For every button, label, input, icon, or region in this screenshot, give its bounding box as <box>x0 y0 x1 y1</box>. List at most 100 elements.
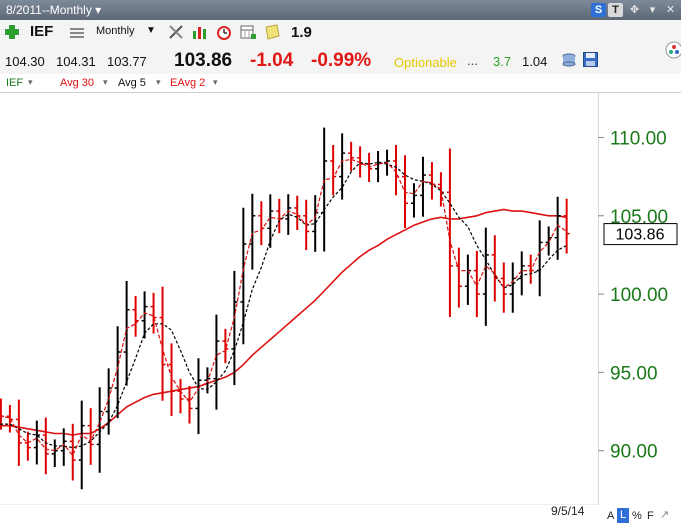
open-price: 104.30 <box>5 54 45 69</box>
price-bars <box>0 127 570 490</box>
legend-eavg2-dropdown-icon[interactable]: ▾ <box>213 77 218 87</box>
period-dropdown-icon[interactable]: ▼ <box>146 25 156 36</box>
optionable-label[interactable]: Optionable <box>394 55 457 70</box>
legend-avg30[interactable]: Avg 30 <box>60 77 95 89</box>
window-title[interactable]: 8/2011--Monthly ▾ <box>6 3 102 17</box>
price-bar <box>285 194 292 235</box>
price-bar <box>428 162 435 200</box>
price-bar <box>168 343 175 416</box>
price-bar <box>6 404 13 433</box>
low-price: 103.77 <box>107 54 147 69</box>
price-bar <box>141 291 148 339</box>
y-tick-label: 100.00 <box>610 285 668 306</box>
note-icon[interactable] <box>264 24 280 40</box>
price-bar <box>150 292 157 334</box>
more-label[interactable]: ... <box>467 53 478 68</box>
price-bar <box>267 194 274 248</box>
price-bar <box>15 399 22 466</box>
legend-eavg2[interactable]: EAvg 2 <box>170 77 206 89</box>
price-bar <box>536 220 543 297</box>
price-bar <box>491 235 498 302</box>
move-icon[interactable]: ✥ <box>629 4 640 16</box>
avg30-line <box>0 208 567 436</box>
legend-symbol[interactable]: IEF <box>6 77 24 89</box>
price-bar <box>78 400 85 490</box>
price-bar <box>482 227 489 326</box>
price-bar <box>545 226 552 256</box>
avg5-layer <box>0 161 567 449</box>
scale-a-button[interactable]: A <box>607 510 615 522</box>
scroll-control-icon[interactable] <box>664 40 681 60</box>
last-price-label: 103.86 <box>616 227 665 244</box>
price-bar <box>249 193 256 270</box>
legend-avg5-dropdown-icon[interactable]: ▾ <box>156 77 161 87</box>
price-bar <box>330 144 337 196</box>
y-tick-label: 90.00 <box>610 442 658 463</box>
add-icon[interactable] <box>4 24 20 40</box>
price-bar <box>419 156 426 217</box>
indicator-legend: IEF ▾ Avg 30 ▾ Avg 5 ▾ EAvg 2 ▾ <box>0 74 681 93</box>
quote-bar: 104.30 104.31 103.77 103.86 -1.04 -0.99%… <box>0 41 681 75</box>
t-icon[interactable]: T <box>608 3 623 17</box>
legend-avg5[interactable]: Avg 5 <box>118 77 146 89</box>
ratio-value: 1.9 <box>291 24 312 41</box>
beta-green-value: 3.7 <box>493 54 512 69</box>
symbol-label[interactable]: IEF <box>30 23 54 40</box>
grid-layer <box>0 93 599 505</box>
price-bar <box>177 378 184 414</box>
price-bar <box>446 148 453 317</box>
eavg2-line <box>0 158 567 457</box>
price-bar <box>69 423 76 481</box>
list-icon[interactable] <box>70 26 84 38</box>
period-select[interactable]: Monthly <box>96 25 135 37</box>
s-icon[interactable]: S <box>591 3 606 17</box>
y-tick-label: 105.00 <box>610 207 668 228</box>
price-bar <box>258 201 265 246</box>
database-icon[interactable] <box>562 53 576 67</box>
legend-avg30-dropdown-icon[interactable]: ▾ <box>103 77 108 87</box>
avg5-line <box>0 161 567 449</box>
scale-f-button[interactable]: F <box>647 510 654 522</box>
bar-chart-icon[interactable] <box>192 24 208 40</box>
price-bar <box>96 387 103 473</box>
y-tick-label: 95.00 <box>610 363 658 384</box>
alarm-clock-icon[interactable] <box>216 24 232 40</box>
price-bar <box>60 428 67 466</box>
price-bar <box>132 296 139 337</box>
chart-toolbar: IEF Monthly ▼ 1.9 <box>0 20 681 46</box>
price-bar <box>410 183 417 218</box>
price-bar <box>455 247 462 308</box>
price-bar <box>222 328 229 364</box>
chart-footer: 9/5/14 A L % F ↗ <box>0 504 681 527</box>
calendar-plus-icon[interactable] <box>240 24 256 40</box>
price-bar <box>473 250 480 318</box>
price-bar <box>195 358 202 435</box>
price-bar <box>509 262 516 313</box>
price-bar <box>42 417 49 475</box>
avg30-layer <box>0 208 567 436</box>
price-bar <box>87 408 94 465</box>
last-price-marker: 103.86 <box>603 223 678 246</box>
expand-chart-icon[interactable]: ↗ <box>660 509 670 521</box>
scale-l-button[interactable]: L <box>617 508 629 523</box>
last-price-box <box>603 223 678 246</box>
legend-symbol-dropdown-icon[interactable]: ▾ <box>28 77 33 87</box>
price-bar <box>105 368 112 435</box>
date-label: 9/5/14 <box>551 504 585 518</box>
price-bar <box>518 251 525 296</box>
save-icon[interactable] <box>583 52 598 67</box>
last-price: 103.86 <box>174 50 233 71</box>
price-bar <box>123 280 130 386</box>
tools-icon[interactable] <box>168 24 184 40</box>
price-bar <box>276 198 283 234</box>
price-bar <box>114 326 121 419</box>
price-bar <box>231 270 238 386</box>
price-bar <box>554 196 561 260</box>
close-icon[interactable]: ✕ <box>665 4 676 16</box>
chevron-down-icon[interactable]: ▾ <box>649 4 656 16</box>
y-axis: 110.00 105.00 100.00 95.00 90.00 <box>598 128 668 463</box>
price-bar <box>563 198 570 254</box>
scale-pct-button[interactable]: % <box>632 510 642 522</box>
price-bar <box>348 141 355 171</box>
